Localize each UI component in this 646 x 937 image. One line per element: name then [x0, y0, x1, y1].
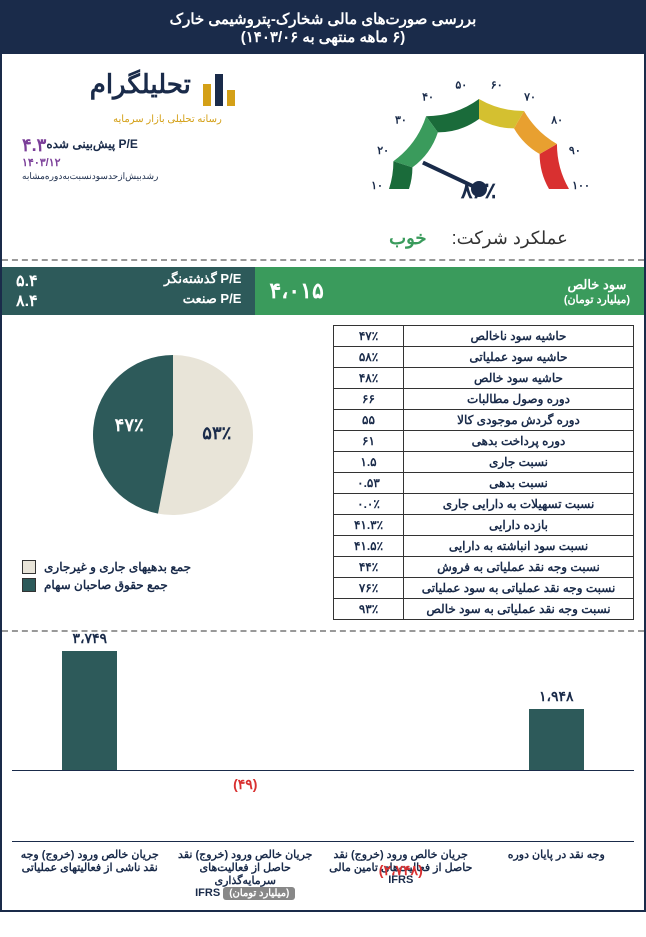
metric-label: حاشیه سود عملیاتی — [404, 347, 634, 368]
metric-value: ۰.۰٪ — [334, 494, 404, 515]
metric-row: نسبت تسهیلات به دارایی جاری۰.۰٪ — [334, 494, 634, 515]
metric-label: نسبت وجه نقد عملیاتی به سود خالص — [404, 599, 634, 620]
equity-pie-chart: ۵۳٪ ۴۷٪ — [22, 335, 323, 540]
metric-label: نسبت جاری — [404, 452, 634, 473]
metric-value: ۱.۵ — [334, 452, 404, 473]
net-profit-value: ۴،۰۱۵ — [269, 278, 323, 304]
legend-swatch — [22, 578, 36, 592]
metric-label: حاشیه سود خالص — [404, 368, 634, 389]
metric-row: حاشیه سود عملیاتی۵۸٪ — [334, 347, 634, 368]
header-title-1: بررسی صورت‌های مالی شخارک-پتروشیمی خارک — [10, 10, 636, 28]
metric-value: ۴۴٪ — [334, 557, 404, 578]
net-profit-label: سود خالص — [564, 277, 630, 293]
report-header: بررسی صورت‌های مالی شخارک-پتروشیمی خارک … — [2, 2, 644, 54]
metric-value: ۶۶ — [334, 389, 404, 410]
cashflow-bar: ۱،۹۴۸ — [479, 642, 635, 841]
metric-value: ۴۱.۳٪ — [334, 515, 404, 536]
metric-row: نسبت وجه نقد عملیاتی به سود عملیاتی۷۶٪ — [334, 578, 634, 599]
performance-gauge: ۱۰۰ ۹۰ ۸۰ ۷۰ ۶۰ ۵۰ ۴۰ ۳۰ ۲۰ ۱۰ ۸۶٪ — [359, 64, 599, 224]
bar-value-label: (۴۹) — [233, 776, 257, 793]
svg-text:۶۰: ۶۰ — [490, 80, 502, 92]
svg-text:۳۰: ۳۰ — [394, 114, 406, 126]
metric-label: دوره گردش موجودی کالا — [404, 410, 634, 431]
legend-swatch — [22, 560, 36, 574]
metric-row: بازده دارایی۴۱.۳٪ — [334, 515, 634, 536]
cashflow-bar: (۴۹) — [168, 642, 324, 841]
bar-caption: جریان خالص ورود (خروج) وجه نقد ناشی از ف… — [12, 848, 168, 900]
metric-row: نسبت وجه نقد عملیاتی به فروش۴۴٪ — [334, 557, 634, 578]
metric-value: ۴۷٪ — [334, 326, 404, 347]
metric-value: ۶۱ — [334, 431, 404, 452]
cashflow-bar: (۲،۷۴۸) — [323, 642, 479, 841]
metric-row: نسبت جاری۱.۵ — [334, 452, 634, 473]
metric-row: دوره گردش موجودی کالا۵۵ — [334, 410, 634, 431]
bar-value-label: ۳،۷۴۹ — [72, 630, 107, 647]
pe-industry-label: P/E صنعت — [183, 291, 242, 311]
svg-text:۲۰: ۲۰ — [377, 145, 389, 157]
metric-label: حاشیه سود ناخالص — [404, 326, 634, 347]
net-profit-bar: سود خالص (میلیارد تومان) ۴،۰۱۵ — [255, 267, 644, 315]
metric-row: دوره وصول مطالبات۶۶ — [334, 389, 634, 410]
legend-label: جمع حقوق صاحبان سهام — [44, 578, 168, 592]
svg-text:۱۰: ۱۰ — [371, 180, 383, 192]
metric-label: نسبت سود انباشته به دارایی — [404, 536, 634, 557]
performance-label: عملکرد شرکت: — [452, 228, 568, 248]
pe-ratios-bar: P/E گذشته‌نگر ۵.۴ P/E صنعت ۸.۴ — [2, 267, 255, 315]
pe-industry-value: ۸.۴ — [16, 291, 38, 311]
svg-text:۹۰: ۹۰ — [568, 145, 580, 157]
bar-caption: وجه نقد در پایان دوره — [479, 848, 635, 900]
pe-forward-date: ۱۴۰۳/۱۲ — [22, 156, 313, 169]
metric-label: نسبت تسهیلات به دارایی جاری — [404, 494, 634, 515]
pie-legend: جمع بدهیهای جاری و غیرجاری جمع حقوق صاحبا… — [22, 560, 323, 592]
metric-row: نسبت وجه نقد عملیاتی به سود خالص۹۳٪ — [334, 599, 634, 620]
metrics-table: حاشیه سود ناخالص۴۷٪حاشیه سود عملیاتی۵۸٪ح… — [333, 325, 634, 620]
metric-row: دوره پرداخت بدهی۶۱ — [334, 431, 634, 452]
metric-value: ۴۱.۵٪ — [334, 536, 404, 557]
metric-value: ۹۳٪ — [334, 599, 404, 620]
bar-value-label: (۲،۷۴۸) — [379, 862, 423, 879]
metric-label: دوره پرداخت بدهی — [404, 431, 634, 452]
metric-row: حاشیه سود خالص۴۸٪ — [334, 368, 634, 389]
svg-text:۴۰: ۴۰ — [422, 92, 434, 104]
performance-value: خوب — [389, 228, 426, 248]
legend-label: جمع بدهیهای جاری و غیرجاری — [44, 560, 191, 574]
cashflow-bar: ۳،۷۴۹ — [12, 642, 168, 841]
pe-forward-label: P/E پیش‌بینی شده — [46, 137, 138, 151]
brand-logo: تحلیلگرام رسانه تحلیلی بازار سرمایه — [12, 64, 323, 125]
legend-item: جمع بدهیهای جاری و غیرجاری — [22, 560, 323, 574]
metric-label: بازده دارایی — [404, 515, 634, 536]
metric-row: نسبت سود انباشته به دارایی۴۱.۵٪ — [334, 536, 634, 557]
svg-text:۱۰۰: ۱۰۰ — [572, 180, 590, 192]
gauge-value: ۸۶٪ — [461, 178, 496, 204]
pe-ttm-label: P/E گذشته‌نگر — [164, 271, 241, 291]
brand-name: تحلیلگرام — [90, 69, 191, 99]
svg-text:۵۳٪: ۵۳٪ — [202, 423, 231, 443]
svg-text:۷۰: ۷۰ — [523, 92, 536, 104]
svg-text:۵۰: ۵۰ — [455, 80, 467, 92]
brand-tagline: رسانه تحلیلی بازار سرمایه — [12, 114, 323, 125]
pe-ttm-value: ۵.۴ — [16, 271, 38, 291]
cashflow-bar-chart: ۱،۹۴۸ (۲،۷۴۸) (۴۹) ۳،۷۴۹ — [12, 642, 634, 842]
svg-text:۸۰: ۸۰ — [550, 114, 563, 126]
metric-value: ۰.۵۳ — [334, 473, 404, 494]
net-profit-unit: (میلیارد تومان) — [564, 293, 630, 306]
metric-value: ۴۸٪ — [334, 368, 404, 389]
metric-row: نسبت بدهی۰.۵۳ — [334, 473, 634, 494]
metric-label: نسبت وجه نقد عملیاتی به سود عملیاتی — [404, 578, 634, 599]
bar-value-label: ۱،۹۴۸ — [539, 688, 574, 705]
metric-value: ۵۸٪ — [334, 347, 404, 368]
metric-label: دوره وصول مطالبات — [404, 389, 634, 410]
metric-value: ۷۶٪ — [334, 578, 404, 599]
bar-caption: جریان خالص ورود (خروج) نقد حاصل از فعالی… — [168, 848, 324, 900]
pe-forward-value: ۴.۳ — [22, 135, 46, 156]
metric-row: حاشیه سود ناخالص۴۷٪ — [334, 326, 634, 347]
growth-note: رشدبیش‌ازحدسودنسبت‌به‌دوره‌مشابه — [12, 169, 323, 184]
metric-label: نسبت وجه نقد عملیاتی به فروش — [404, 557, 634, 578]
metric-value: ۵۵ — [334, 410, 404, 431]
legend-item: جمع حقوق صاحبان سهام — [22, 578, 323, 592]
metric-label: نسبت بدهی — [404, 473, 634, 494]
header-title-2: (۶ ماهه منتهی به ۱۴۰۳/۰۶) — [10, 28, 636, 46]
svg-text:۴۷٪: ۴۷٪ — [114, 415, 143, 435]
